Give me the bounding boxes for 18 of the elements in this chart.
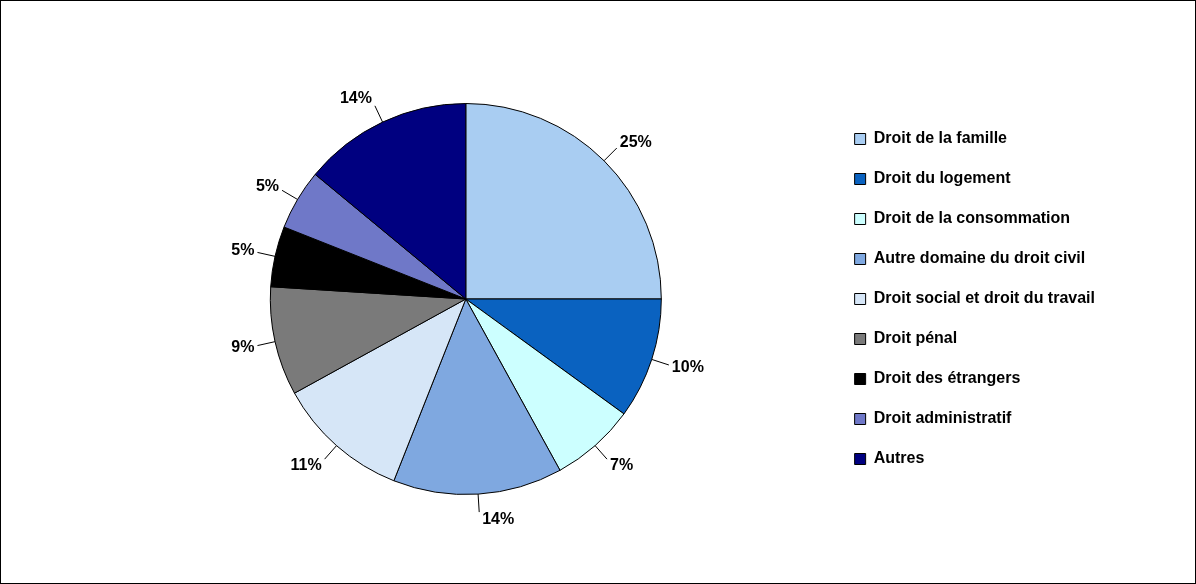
legend-label: Autres	[873, 449, 925, 467]
data-label: 14%	[482, 510, 515, 528]
legend-label: Droit de la consommation	[873, 209, 1071, 227]
legend-label: Droit du logement	[873, 169, 1012, 187]
legend-label: Droit des étrangers	[873, 369, 1021, 387]
data-label: 14%	[339, 88, 372, 106]
data-label: 5%	[231, 241, 255, 259]
legend-label: Droit de la famille	[873, 129, 1008, 147]
data-label: 9%	[231, 337, 255, 355]
legend-label: Droit administratif	[873, 409, 1013, 427]
data-label: 5%	[255, 176, 280, 194]
data-label: 7%	[610, 455, 634, 473]
data-label: 11%	[290, 455, 322, 473]
data-label: 25%	[619, 132, 652, 150]
legend-label: Droit social et droit du travail	[873, 289, 1095, 307]
legend-label: Droit pénal	[873, 329, 958, 347]
legend-label: Autre domaine du droit civil	[873, 249, 1086, 267]
data-label: 10%	[671, 357, 704, 375]
